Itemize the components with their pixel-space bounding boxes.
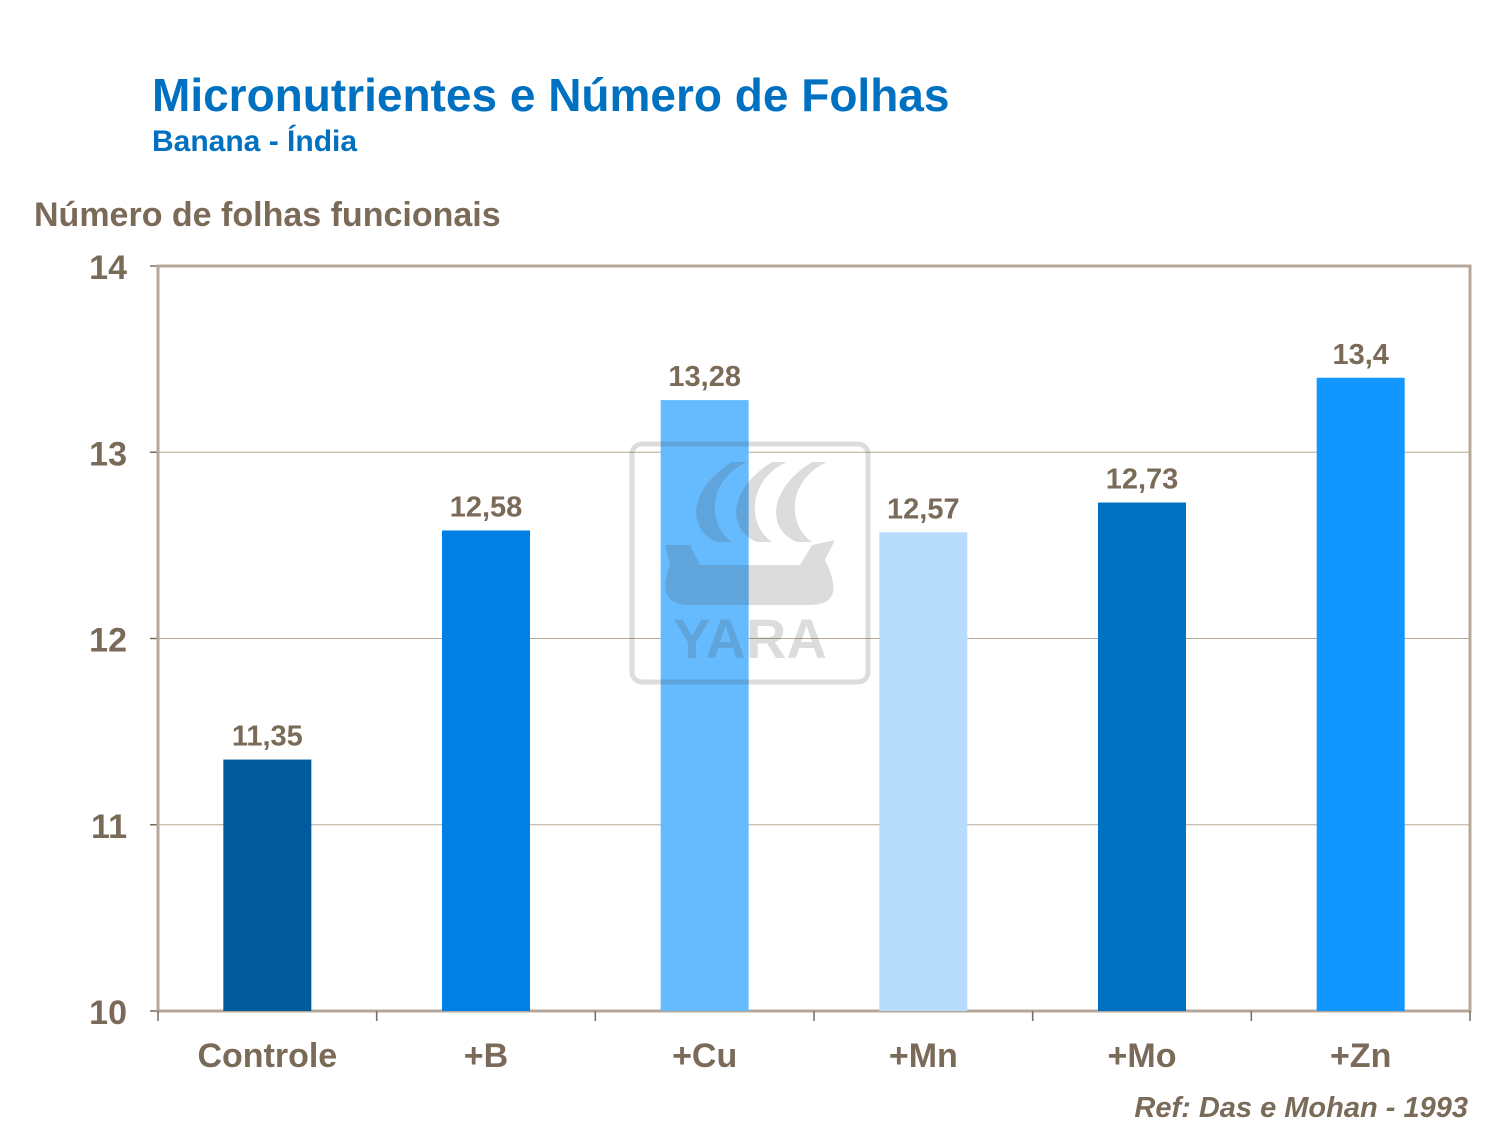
x-tick-label: +B <box>464 1037 508 1075</box>
chart-subtitle: Banana - Índia <box>152 125 358 158</box>
logo-ship <box>665 540 835 605</box>
y-tick-label: 14 <box>89 249 127 287</box>
logo-frame <box>629 441 871 685</box>
y-tick-label: 11 <box>91 808 127 846</box>
x-tick-label: Controle <box>197 1037 337 1075</box>
data-label: 12,58 <box>450 491 523 523</box>
bar <box>660 400 749 1012</box>
data-label: 13,28 <box>668 361 741 393</box>
y-tick-label: 10 <box>89 994 127 1032</box>
data-label: 11,35 <box>232 721 303 753</box>
bar <box>1098 502 1186 1011</box>
x-tick-label: +Cu <box>672 1037 737 1075</box>
x-tick-label: +Mn <box>889 1037 958 1075</box>
y-tick-label: 12 <box>89 622 127 660</box>
y-axis-label: Número de folhas funcionais <box>34 196 501 234</box>
data-label: 12,57 <box>887 493 960 525</box>
yara-logo-watermark: YARA <box>629 441 871 685</box>
x-tick-label: +Mo <box>1108 1037 1177 1075</box>
logo-sail <box>696 462 747 542</box>
reference-note: Ref: Das e Mohan - 1993 <box>1134 1092 1468 1124</box>
logo-sail <box>776 462 827 542</box>
data-label: 13,4 <box>1332 339 1388 371</box>
chart-title: Micronutrientes e Número de Folhas <box>152 69 950 121</box>
y-tick-label: 13 <box>89 435 127 473</box>
logo-text: YARA <box>673 607 827 670</box>
x-tick-label: +Zn <box>1330 1037 1391 1075</box>
bar <box>879 532 968 1011</box>
data-label: 12,73 <box>1106 464 1179 496</box>
bar <box>442 530 530 1011</box>
logo-sail <box>736 462 787 542</box>
bar <box>1316 377 1405 1011</box>
bar <box>223 759 312 1011</box>
